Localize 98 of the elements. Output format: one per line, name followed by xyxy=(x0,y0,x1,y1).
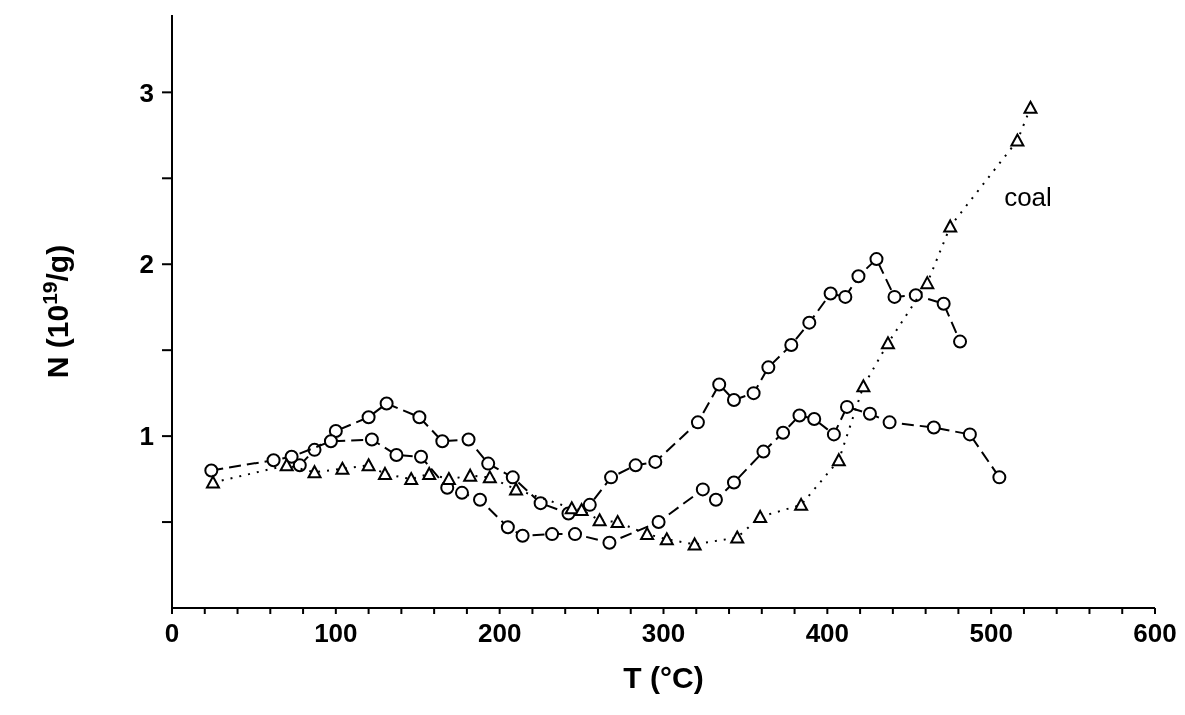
point xyxy=(435,434,450,449)
point xyxy=(568,527,583,542)
point xyxy=(920,276,935,290)
point xyxy=(545,527,560,542)
point xyxy=(284,449,299,464)
point xyxy=(943,219,958,233)
point xyxy=(361,410,376,425)
point xyxy=(962,427,977,442)
point xyxy=(648,454,663,469)
point xyxy=(414,449,429,464)
point xyxy=(389,448,404,463)
point xyxy=(823,286,838,301)
point xyxy=(695,482,710,497)
point xyxy=(441,472,456,486)
point xyxy=(726,475,741,490)
point xyxy=(335,461,350,475)
point xyxy=(869,252,884,267)
point xyxy=(610,515,625,529)
point xyxy=(826,427,841,442)
point xyxy=(851,269,866,284)
point xyxy=(831,453,846,467)
point xyxy=(926,420,941,435)
point xyxy=(574,503,589,517)
point xyxy=(839,399,854,414)
point xyxy=(604,470,619,485)
point xyxy=(533,496,548,511)
point xyxy=(746,386,761,401)
y-tick-label: 1 xyxy=(139,421,154,452)
point xyxy=(992,470,1007,485)
point xyxy=(473,492,488,507)
point xyxy=(509,482,524,496)
point xyxy=(776,425,791,440)
point xyxy=(328,423,343,438)
x-tick-label: 200 xyxy=(477,618,522,649)
x-tick-label: 500 xyxy=(969,618,1013,649)
point xyxy=(856,379,871,393)
x-tick-label: 400 xyxy=(805,618,850,649)
point xyxy=(463,468,478,482)
point xyxy=(802,315,817,330)
point xyxy=(687,537,702,551)
x-tick-label: 600 xyxy=(1133,618,1177,649)
point xyxy=(690,415,705,430)
point xyxy=(651,515,666,530)
point xyxy=(794,497,809,511)
point xyxy=(377,466,392,480)
point xyxy=(404,472,419,486)
point xyxy=(640,527,655,541)
point xyxy=(461,432,476,447)
point xyxy=(602,535,617,550)
point xyxy=(1023,100,1038,114)
point xyxy=(454,485,469,500)
point xyxy=(953,334,968,349)
point xyxy=(412,410,427,425)
point xyxy=(730,530,745,544)
point xyxy=(361,458,376,472)
x-tick-label: 100 xyxy=(314,618,358,649)
point xyxy=(862,406,877,421)
point xyxy=(908,288,923,303)
point xyxy=(887,289,902,304)
point xyxy=(422,466,437,480)
y-tick-label: 3 xyxy=(139,77,154,108)
annotation: coal xyxy=(1004,182,1052,212)
point xyxy=(592,513,607,527)
point xyxy=(880,336,895,350)
point xyxy=(204,463,219,478)
point xyxy=(753,509,768,523)
point xyxy=(936,296,951,311)
point xyxy=(379,396,394,411)
point xyxy=(761,360,776,375)
point xyxy=(482,470,497,484)
point xyxy=(564,501,579,515)
point xyxy=(882,415,897,430)
point xyxy=(712,377,727,392)
point xyxy=(500,520,515,535)
point xyxy=(838,289,853,304)
point xyxy=(807,411,822,426)
point xyxy=(481,456,496,471)
point xyxy=(505,470,520,485)
point xyxy=(515,528,530,543)
point xyxy=(364,432,379,447)
point xyxy=(279,458,294,472)
point xyxy=(708,492,723,507)
point xyxy=(659,532,674,546)
point xyxy=(1010,133,1025,147)
x-tick-label: 0 xyxy=(164,618,180,649)
point xyxy=(205,475,220,489)
point xyxy=(323,434,338,449)
point xyxy=(726,393,741,408)
point xyxy=(628,458,643,473)
point xyxy=(307,465,322,479)
point xyxy=(784,338,799,353)
x-axis-title: T (°C) xyxy=(623,661,704,694)
y-tick-label: 2 xyxy=(139,249,154,280)
point xyxy=(582,497,597,512)
point xyxy=(266,453,281,468)
point xyxy=(756,444,771,459)
x-tick-label: 300 xyxy=(641,618,686,649)
point xyxy=(792,408,807,423)
